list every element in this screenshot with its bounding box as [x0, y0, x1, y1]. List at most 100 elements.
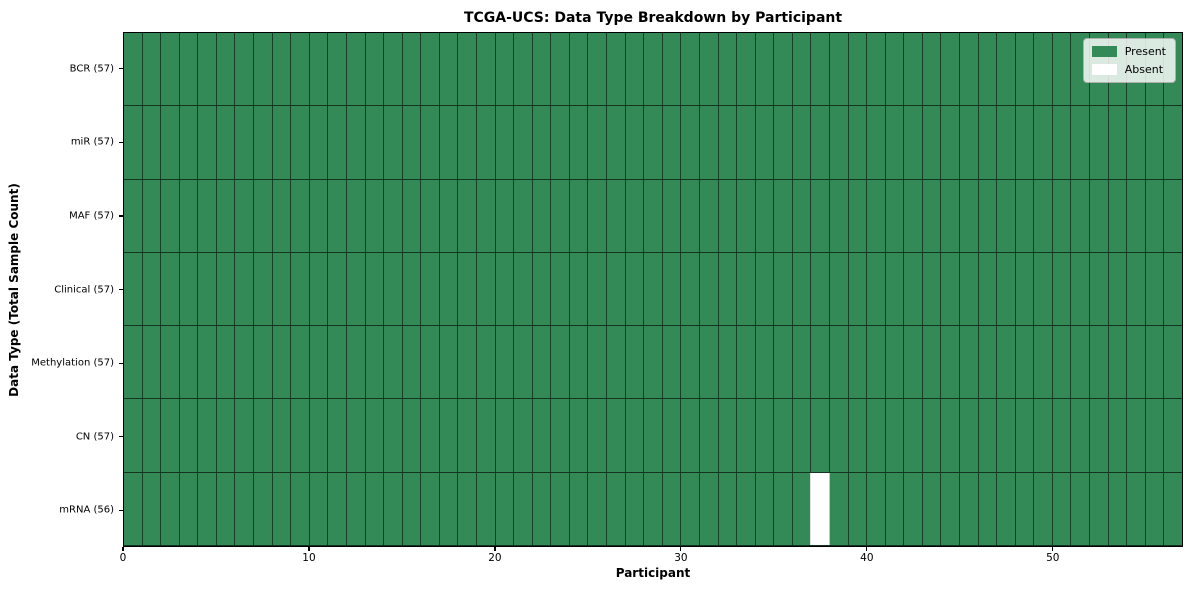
heatmap-cell-BCR-43-present	[923, 33, 942, 106]
heatmap-cell-miR-0-present	[124, 106, 143, 179]
legend-label-absent: Absent	[1124, 63, 1164, 76]
x-tick-mark	[866, 547, 868, 551]
heatmap-cell-MAF-52-present	[1090, 179, 1109, 252]
heatmap-cell-Methylation-2-present	[161, 326, 180, 399]
heatmap-cell-Clinical-11-present	[328, 252, 347, 326]
y-tick-label-MAF: MAF (57)	[69, 210, 114, 222]
heatmap-cell-miR-39-present	[849, 106, 868, 179]
heatmap-cell-miR-36-present	[793, 106, 812, 179]
heatmap-cell-MAF-50-present	[1053, 179, 1072, 252]
heatmap-cell-Methylation-52-present	[1090, 326, 1109, 399]
heatmap-cell-MAF-34-present	[756, 179, 775, 252]
heatmap-cell-MAF-40-present	[867, 179, 886, 252]
heatmap-cell-miR-26-present	[607, 106, 626, 179]
heatmap-cell-miR-27-present	[626, 106, 645, 179]
heatmap-cell-CN-45-present	[960, 399, 979, 472]
heatmap-cell-Clinical-16-present	[421, 252, 440, 326]
heatmap-cell-BCR-2-present	[161, 33, 180, 106]
heatmap-cell-miR-31-present	[700, 106, 719, 179]
heatmap-cell-MAF-16-present	[421, 179, 440, 252]
heatmap-cell-miR-56-present	[1164, 106, 1182, 178]
heatmap-cell-mRNA-13-present	[366, 472, 385, 545]
x-tick-mark	[494, 547, 496, 551]
heatmap-row-CN	[124, 399, 1182, 473]
heatmap-cell-Methylation-30-present	[681, 326, 700, 399]
heatmap-cell-CN-54-present	[1127, 399, 1146, 472]
heatmap-cell-Methylation-55-present	[1146, 326, 1165, 399]
x-tick-mark	[308, 547, 310, 551]
heatmap-cell-CN-14-present	[384, 399, 403, 472]
heatmap-cell-Clinical-48-present	[1016, 252, 1035, 326]
heatmap-cell-BCR-26-present	[607, 33, 626, 106]
heatmap-cell-Methylation-29-present	[663, 326, 682, 399]
heatmap-cell-miR-2-present	[161, 106, 180, 179]
heatmap-cell-Clinical-9-present	[291, 252, 310, 326]
heatmap-cell-Methylation-13-present	[366, 326, 385, 399]
heatmap-cell-BCR-33-present	[737, 33, 756, 106]
heatmap-cell-MAF-51-present	[1071, 179, 1091, 252]
heatmap-cell-MAF-54-present	[1127, 179, 1146, 252]
heatmap-cell-MAF-11-present	[328, 179, 347, 252]
heatmap-cell-Clinical-53-present	[1109, 252, 1128, 326]
heatmap-cell-miR-16-present	[421, 106, 440, 179]
heatmap-cell-MAF-15-present	[403, 179, 422, 252]
heatmap-cell-CN-42-present	[904, 399, 923, 472]
heatmap-cell-MAF-24-present	[570, 179, 589, 252]
heatmap-cell-CN-17-present	[440, 399, 459, 472]
heatmap-cell-mRNA-28-present	[644, 472, 663, 545]
heatmap-cell-mRNA-37-absent	[811, 472, 830, 545]
heatmap-cell-mRNA-14-present	[384, 472, 403, 545]
heatmap-cell-CN-38-present	[830, 399, 849, 472]
heatmap-cell-BCR-13-present	[366, 33, 385, 106]
legend: Present Absent	[1082, 38, 1176, 83]
heatmap-cell-Methylation-48-present	[1016, 326, 1035, 399]
heatmap-cell-Clinical-14-present	[384, 252, 403, 326]
y-tick-mark	[119, 289, 123, 291]
heatmap-cell-mRNA-19-present	[477, 472, 496, 545]
heatmap-cell-MAF-44-present	[941, 179, 961, 252]
heatmap-cell-mRNA-21-present	[514, 472, 533, 545]
heatmap-cell-BCR-21-present	[514, 33, 533, 106]
heatmap-cell-Methylation-17-present	[440, 326, 459, 399]
heatmap-cell-BCR-45-present	[960, 33, 979, 106]
heatmap-cell-mRNA-16-present	[421, 472, 440, 545]
heatmap-cell-CN-32-present	[719, 399, 738, 472]
heatmap-cell-mRNA-38-present	[830, 472, 849, 545]
heatmap-cell-CN-47-present	[997, 399, 1016, 472]
heatmap-cell-MAF-38-present	[830, 179, 849, 252]
heatmap-cell-mRNA-26-present	[607, 472, 626, 545]
heatmap-cell-Clinical-33-present	[737, 252, 756, 326]
heatmap-cell-Methylation-0-present	[124, 326, 143, 399]
heatmap-cell-Methylation-42-present	[904, 326, 923, 399]
heatmap-cell-BCR-5-present	[217, 33, 236, 106]
heatmap-cell-BCR-11-present	[328, 33, 347, 106]
heatmap-cell-Methylation-32-present	[719, 326, 738, 399]
heatmap-cell-MAF-37-present	[811, 179, 830, 252]
heatmap-cell-BCR-32-present	[719, 33, 738, 106]
heatmap-cell-miR-18-present	[458, 106, 477, 179]
heatmap-cell-Clinical-38-present	[830, 252, 849, 326]
heatmap-cell-miR-41-present	[886, 106, 905, 179]
heatmap-cell-Methylation-3-present	[180, 326, 199, 399]
heatmap-cell-Methylation-37-present	[811, 326, 830, 399]
heatmap-cell-mRNA-52-present	[1090, 472, 1109, 545]
heatmap-cell-miR-5-present	[217, 106, 236, 179]
heatmap-cell-miR-28-present	[644, 106, 663, 179]
heatmap-cell-CN-43-present	[923, 399, 942, 472]
heatmap-cell-Clinical-8-present	[273, 252, 292, 326]
heatmap-cell-Clinical-39-present	[849, 252, 868, 326]
heatmap-cell-Methylation-14-present	[384, 326, 403, 399]
heatmap-cell-BCR-31-present	[700, 33, 719, 106]
heatmap-cell-BCR-14-present	[384, 33, 403, 106]
heatmap-cell-Clinical-44-present	[941, 252, 961, 326]
heatmap-cell-mRNA-40-present	[867, 472, 886, 545]
heatmap-cell-Methylation-20-present	[496, 326, 515, 399]
heatmap-cell-Clinical-18-present	[458, 252, 477, 326]
heatmap-cell-miR-15-present	[403, 106, 422, 179]
x-tick-label-40: 40	[860, 552, 874, 564]
heatmap-cell-mRNA-43-present	[923, 472, 942, 545]
heatmap-cell-BCR-16-present	[421, 33, 440, 106]
heatmap-cell-BCR-36-present	[793, 33, 812, 106]
heatmap-cell-CN-21-present	[514, 399, 533, 472]
heatmap-cell-mRNA-48-present	[1016, 472, 1035, 545]
